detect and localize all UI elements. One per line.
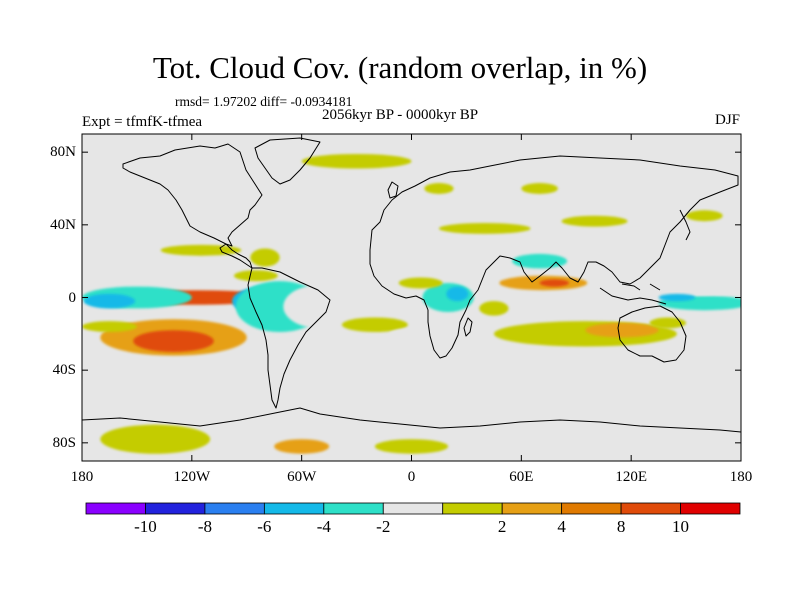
anomaly-region-10 <box>160 244 242 256</box>
anomaly-region-48 <box>274 439 330 454</box>
anomaly-region-18 <box>398 277 443 289</box>
colorbar-swatch-5 <box>382 502 444 515</box>
anomaly-region-31 <box>512 253 568 269</box>
lon-label-3: 0 <box>407 469 416 485</box>
anomaly-region-14 <box>389 328 434 340</box>
coastlines <box>82 137 741 433</box>
anomaly-region-19 <box>466 335 504 351</box>
colorbar-label-3: -4 <box>316 517 331 536</box>
anomaly-region-30 <box>530 232 623 254</box>
anomaly-region-17 <box>446 286 469 302</box>
lon-label-2: 60W <box>287 469 317 485</box>
anomaly-region-20 <box>479 301 509 316</box>
anomaly-region-11 <box>250 248 280 267</box>
coastline-north-america <box>122 143 263 269</box>
coastline-greenland <box>254 137 321 185</box>
colorbar-swatch-7 <box>501 502 563 515</box>
colorbar-label-8: 10 <box>672 517 690 536</box>
anomaly-region-9 <box>82 321 137 333</box>
lon-label-0: 180 <box>70 469 94 485</box>
colorbar-swatch-10 <box>680 502 741 515</box>
lat-label-2: 0 <box>68 289 77 306</box>
anomaly-region-35 <box>640 237 741 256</box>
anomaly-region-40 <box>521 183 558 194</box>
lat-label-4: 80S <box>52 434 76 451</box>
coastline-south-america <box>247 267 331 409</box>
anomaly-region-43 <box>82 399 192 414</box>
lon-label-4: 60E <box>509 469 534 485</box>
coastline-madagascar <box>463 317 473 337</box>
anomaly-region-22 <box>539 279 569 287</box>
anomaly-region-15 <box>323 355 390 367</box>
coastline-japan <box>679 209 691 241</box>
anomaly-region-49 <box>374 439 449 454</box>
anomaly-region-3 <box>83 293 136 309</box>
anomaly-region-42 <box>158 201 189 213</box>
coastline-australia <box>617 305 687 363</box>
anomaly-region-32 <box>438 223 531 234</box>
anomaly-region-39 <box>429 141 613 156</box>
anomaly-region-46 <box>466 406 687 422</box>
coastline-eurasia-africa <box>369 155 739 359</box>
anomaly-region-29 <box>649 317 687 329</box>
anomaly-region-13 <box>341 317 408 333</box>
colorbar-swatch-9 <box>620 502 681 515</box>
anomaly-region-33 <box>561 215 628 227</box>
lon-label-6: 180 <box>729 469 753 485</box>
map-title: Tot. Cloud Cov. (random overlap, in %) <box>152 50 648 85</box>
coastline-indonesia <box>599 283 667 305</box>
colorbar-swatch-1 <box>145 502 206 515</box>
lon-label-5: 120E <box>615 469 647 485</box>
colorbar-swatch-4 <box>323 502 384 515</box>
anomaly-region-38 <box>301 153 412 169</box>
anomaly-region-8 <box>133 330 214 352</box>
anomaly-region-24 <box>585 322 659 338</box>
colorbar-swatch-8 <box>561 502 622 515</box>
anomaly-region-12 <box>233 270 278 282</box>
anomaly-field <box>82 141 741 454</box>
anomaly-region-34 <box>609 237 654 256</box>
anomaly-region-28 <box>658 293 696 302</box>
anomaly-region-36 <box>686 210 723 222</box>
coastline-britain <box>387 181 399 199</box>
anomaly-region-41 <box>424 183 454 194</box>
colorbar-label-5: 2 <box>497 517 507 536</box>
anomaly-region-6 <box>283 284 357 329</box>
lat-label-0: 80N <box>50 144 76 161</box>
anomaly-region-27 <box>640 284 741 296</box>
period-label: 2056kyr BP - 0000kyr BP <box>322 107 479 123</box>
colorbar-swatch-3 <box>263 502 325 515</box>
stats-text: rmsd= 1.97202 diff= -0.0934181 <box>175 94 353 109</box>
experiment-label: Expt = tfmfK-tfmea <box>82 114 203 130</box>
axis-ticks <box>81 134 742 461</box>
colorbar-swatch-0 <box>85 502 146 515</box>
anomaly-region-47 <box>100 424 211 454</box>
coastline-antarctica <box>82 407 741 433</box>
lat-label-1: 40N <box>50 216 76 233</box>
colorbar-label-4: -2 <box>376 517 391 536</box>
anomaly-region-25 <box>521 353 650 369</box>
anomaly-region-45 <box>420 404 476 416</box>
lon-label-1: 120W <box>173 469 211 485</box>
colorbar-label-6: 4 <box>557 517 566 536</box>
colorbar-swatch-2 <box>204 502 265 515</box>
lat-label-3: 40S <box>52 362 76 379</box>
season-label: DJF <box>714 112 740 128</box>
colorbar-label-2: -6 <box>257 517 272 536</box>
colorbar-label-7: 8 <box>616 517 626 536</box>
colorbar-label-1: -8 <box>197 517 212 536</box>
colorbar <box>85 502 741 515</box>
colorbar-label-0: -10 <box>134 517 157 536</box>
colorbar-swatch-6 <box>442 502 503 515</box>
